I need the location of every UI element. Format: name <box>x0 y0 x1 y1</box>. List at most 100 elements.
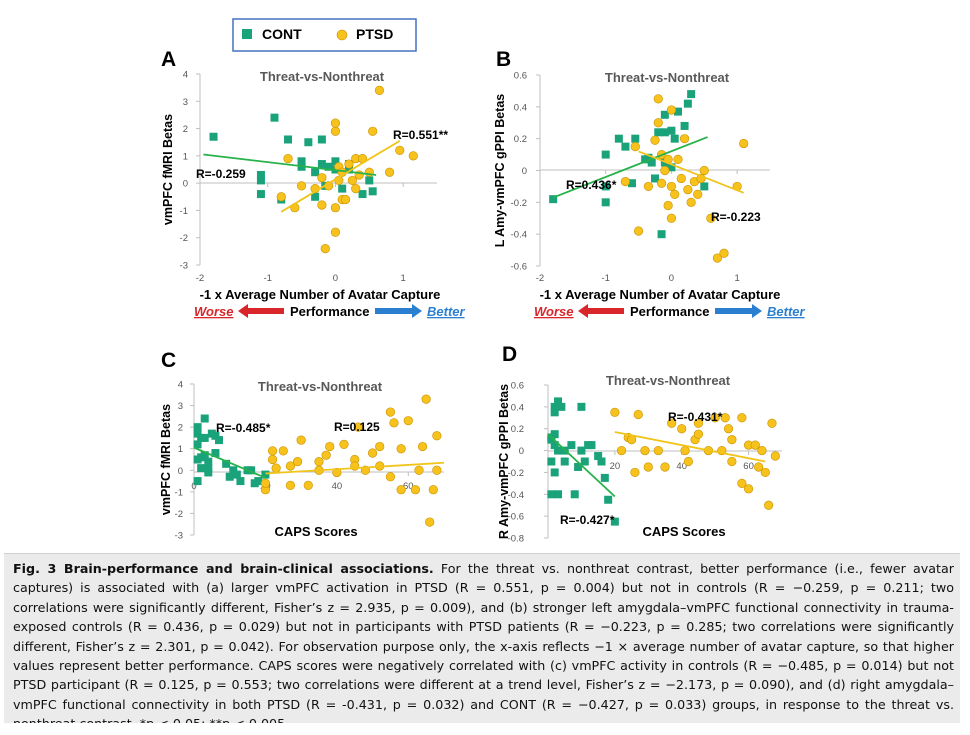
panel-d-cont-point <box>587 441 596 450</box>
panel-d-cont-point <box>547 435 556 444</box>
panel-c-ptsd-point <box>421 394 431 404</box>
panel-b-x-tick-label: -2 <box>536 273 544 284</box>
panel-c-ptsd-point <box>278 446 288 456</box>
panel-a-ptsd-point <box>317 200 327 210</box>
panel-c-ptsd-point <box>410 485 421 495</box>
panel-c-cont-point <box>232 470 241 479</box>
panel-b-ptsd-point <box>673 154 683 164</box>
panel-b-y-label: L Amy-vmPFC gPPI Betas <box>493 94 507 248</box>
panel-b-x-tick-label: 1 <box>734 273 739 284</box>
panel-b-x-tick-label: -1 <box>601 273 609 284</box>
panel-b-cont-point <box>621 142 630 151</box>
panel-b-cont-point <box>644 153 653 162</box>
panel-c-x-label: CAPS Scores <box>274 524 357 539</box>
panel-a-ptsd-point <box>283 153 293 164</box>
panel-d-ptsd-point <box>723 424 734 434</box>
panel-a-chart: -3 -2 -1 0 1 2 3 4 -2 -1 0 1 Threat-vs-Nonthreat vmPF… <box>161 69 466 319</box>
panel-c-ptsd-point <box>332 467 342 478</box>
panel-a-ptsd-point <box>344 159 354 169</box>
panel-d-ptsd-point <box>743 484 754 494</box>
panel-d-x-label: CAPS Scores <box>642 524 725 539</box>
panel-d-cont-point <box>550 441 559 450</box>
panel-c-cont-fit-line <box>193 446 266 479</box>
panel-a-x-tick-label: -2 <box>196 273 204 284</box>
panel-b-worse-arrowhead <box>578 304 588 318</box>
panel-b-cont-point <box>601 182 610 191</box>
panel-d-ptsd-point <box>683 456 694 467</box>
panel-c-y-tick-label: -3 <box>175 531 183 542</box>
panel-a-ptsd-point <box>296 181 307 191</box>
panel-b-x-label: -1 x Average Number of Avatar Capture <box>540 287 781 302</box>
panel-d-cont-point <box>554 397 563 406</box>
panel-d-ptsd-point <box>760 467 770 478</box>
panel-a-ptsd-point <box>368 126 378 136</box>
panel-c-cont-point <box>193 440 202 449</box>
panel-b-ptsd-point <box>719 248 729 258</box>
panel-a-worse-label: Worse <box>194 304 234 319</box>
panel-d-cont-point <box>550 402 559 411</box>
panel-a-y-tick-label: 2 <box>183 124 188 135</box>
panel-d-ptsd-point <box>677 424 687 434</box>
panel-c-x-tick-label: 0 <box>191 481 196 492</box>
panel-a-cont-point <box>256 190 265 199</box>
panel-c-cont-point <box>222 459 231 468</box>
panel-a-cont-point <box>304 138 313 147</box>
panel-c-y-tick-label: 3 <box>178 401 183 412</box>
panel-a-x-tick-label: -1 <box>263 273 271 284</box>
panel-b-cont-point <box>687 90 696 99</box>
panel-b-ptsd-point <box>656 178 667 188</box>
panel-a-better-arrowhead <box>412 304 422 318</box>
panel-c-ptsd-point <box>396 485 406 495</box>
legend-box <box>232 18 417 52</box>
panel-b-cont-point <box>631 134 640 143</box>
panel-a-cont-point <box>344 165 353 174</box>
panel-d-ptsd-point <box>693 418 704 428</box>
panel-d-ptsd-point <box>630 467 640 478</box>
panel-c-ptsd-point <box>296 435 306 445</box>
panel-d-chart: -0.8 -0.6 -0.4 -0.2 0 0.2 0.4 0.6 20 40 60 Threat-v… <box>497 373 782 545</box>
panel-c-r-annotation: R=0.125 <box>334 420 380 434</box>
panel-b-cont-point <box>601 198 610 207</box>
panel-b-cont-point <box>667 163 676 172</box>
panel-c-y-tick-label: 0 <box>178 466 183 477</box>
panel-a-y-tick-label: 1 <box>183 151 188 162</box>
caption-text: For the threat vs. nonthreat contrast, b… <box>13 561 954 723</box>
panel-a-cont-point <box>311 168 320 177</box>
panel-c-title: Threat-vs-Nonthreat <box>258 379 383 394</box>
panel-c-ptsd-point <box>339 439 349 450</box>
panel-d-x-tick-label: 40 <box>676 461 687 472</box>
panel-b-ptsd-point <box>633 226 644 236</box>
panel-b-ptsd-point <box>676 173 686 184</box>
panel-b-cont-point <box>660 110 669 119</box>
panel-b-cont-point <box>657 230 666 239</box>
panel-d-y-tick-label: -0.2 <box>508 468 524 479</box>
panel-d-x-tick-label: 60 <box>743 461 754 472</box>
panel-c-cont-point <box>193 423 202 432</box>
panel-a-ptsd-point <box>276 192 286 202</box>
panel-c-cont-point <box>204 468 213 477</box>
panel-a-cont-point <box>338 184 347 193</box>
panel-a-y-tick-label: -3 <box>180 261 188 272</box>
panel-c-y-tick-label: -1 <box>175 487 183 498</box>
panel-d-y-tick-label: -0.4 <box>508 490 524 501</box>
panel-b-cont-point <box>549 195 558 204</box>
panel-a-cont-point <box>358 190 367 199</box>
panel-a-y-tick-label: 0 <box>183 179 188 190</box>
panel-d-ptsd-point <box>610 407 620 417</box>
panel-b-cont-point <box>647 158 656 167</box>
panel-b-ptsd-point <box>686 197 696 207</box>
panel-a-ptsd-point <box>374 85 385 95</box>
panel-c-cont-point <box>193 477 202 486</box>
panel-b-y-tick-label: 0 <box>522 166 527 177</box>
panel-c-cont-point <box>193 429 202 438</box>
panel-d-ptsd-point <box>633 409 643 420</box>
panel-d-cont-point <box>580 457 589 466</box>
panel-b-ptsd-point <box>643 181 654 192</box>
panel-b-worse-arrow <box>586 308 624 314</box>
panel-d-ptsd-point <box>693 429 704 439</box>
panel-c-ptsd-point <box>260 478 271 488</box>
panel-b-ptsd-point <box>663 200 673 211</box>
panel-b-x-tick-label: 0 <box>669 273 674 284</box>
panel-a-cont-point <box>317 160 326 169</box>
